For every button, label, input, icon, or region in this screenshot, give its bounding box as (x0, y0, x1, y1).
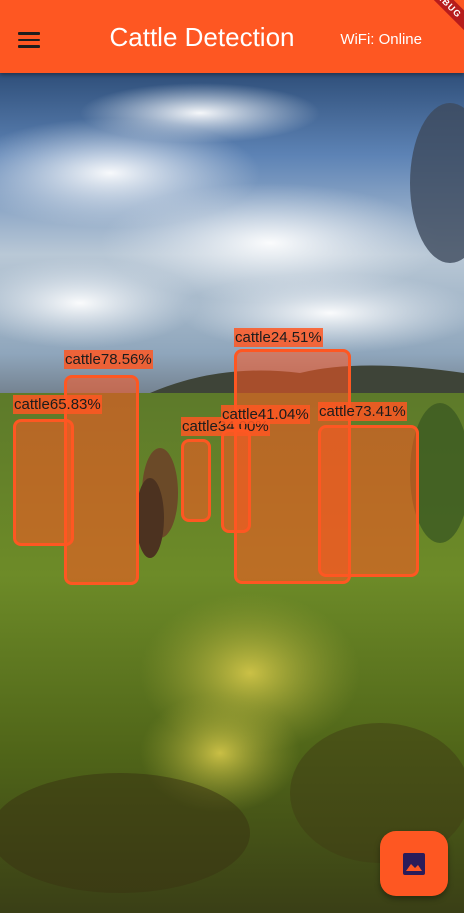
detection-label: cattle41.04% (221, 405, 310, 424)
detection-label: cattle65.83% (13, 395, 102, 414)
pick-image-button[interactable] (380, 831, 448, 896)
landscape-image (0, 73, 464, 913)
app-bar: Cattle Detection WiFi: Online DEBUG (0, 0, 464, 73)
detection-label: cattle24.51% (234, 328, 323, 347)
detection-box (318, 425, 419, 577)
camera-image: cattle78.56% cattle65.83% cattle24.51% c… (0, 73, 464, 913)
detection-box (13, 419, 74, 546)
image-icon (403, 853, 425, 875)
detection-label: cattle78.56% (64, 350, 153, 369)
app-title: Cattle Detection (109, 22, 295, 52)
wifi-status: WiFi: Online (340, 31, 422, 48)
detection-box (221, 429, 251, 533)
hamburger-menu-icon (18, 32, 40, 35)
detection-box (181, 439, 211, 522)
detection-label: cattle73.41% (318, 402, 407, 421)
menu-button[interactable] (12, 24, 46, 54)
